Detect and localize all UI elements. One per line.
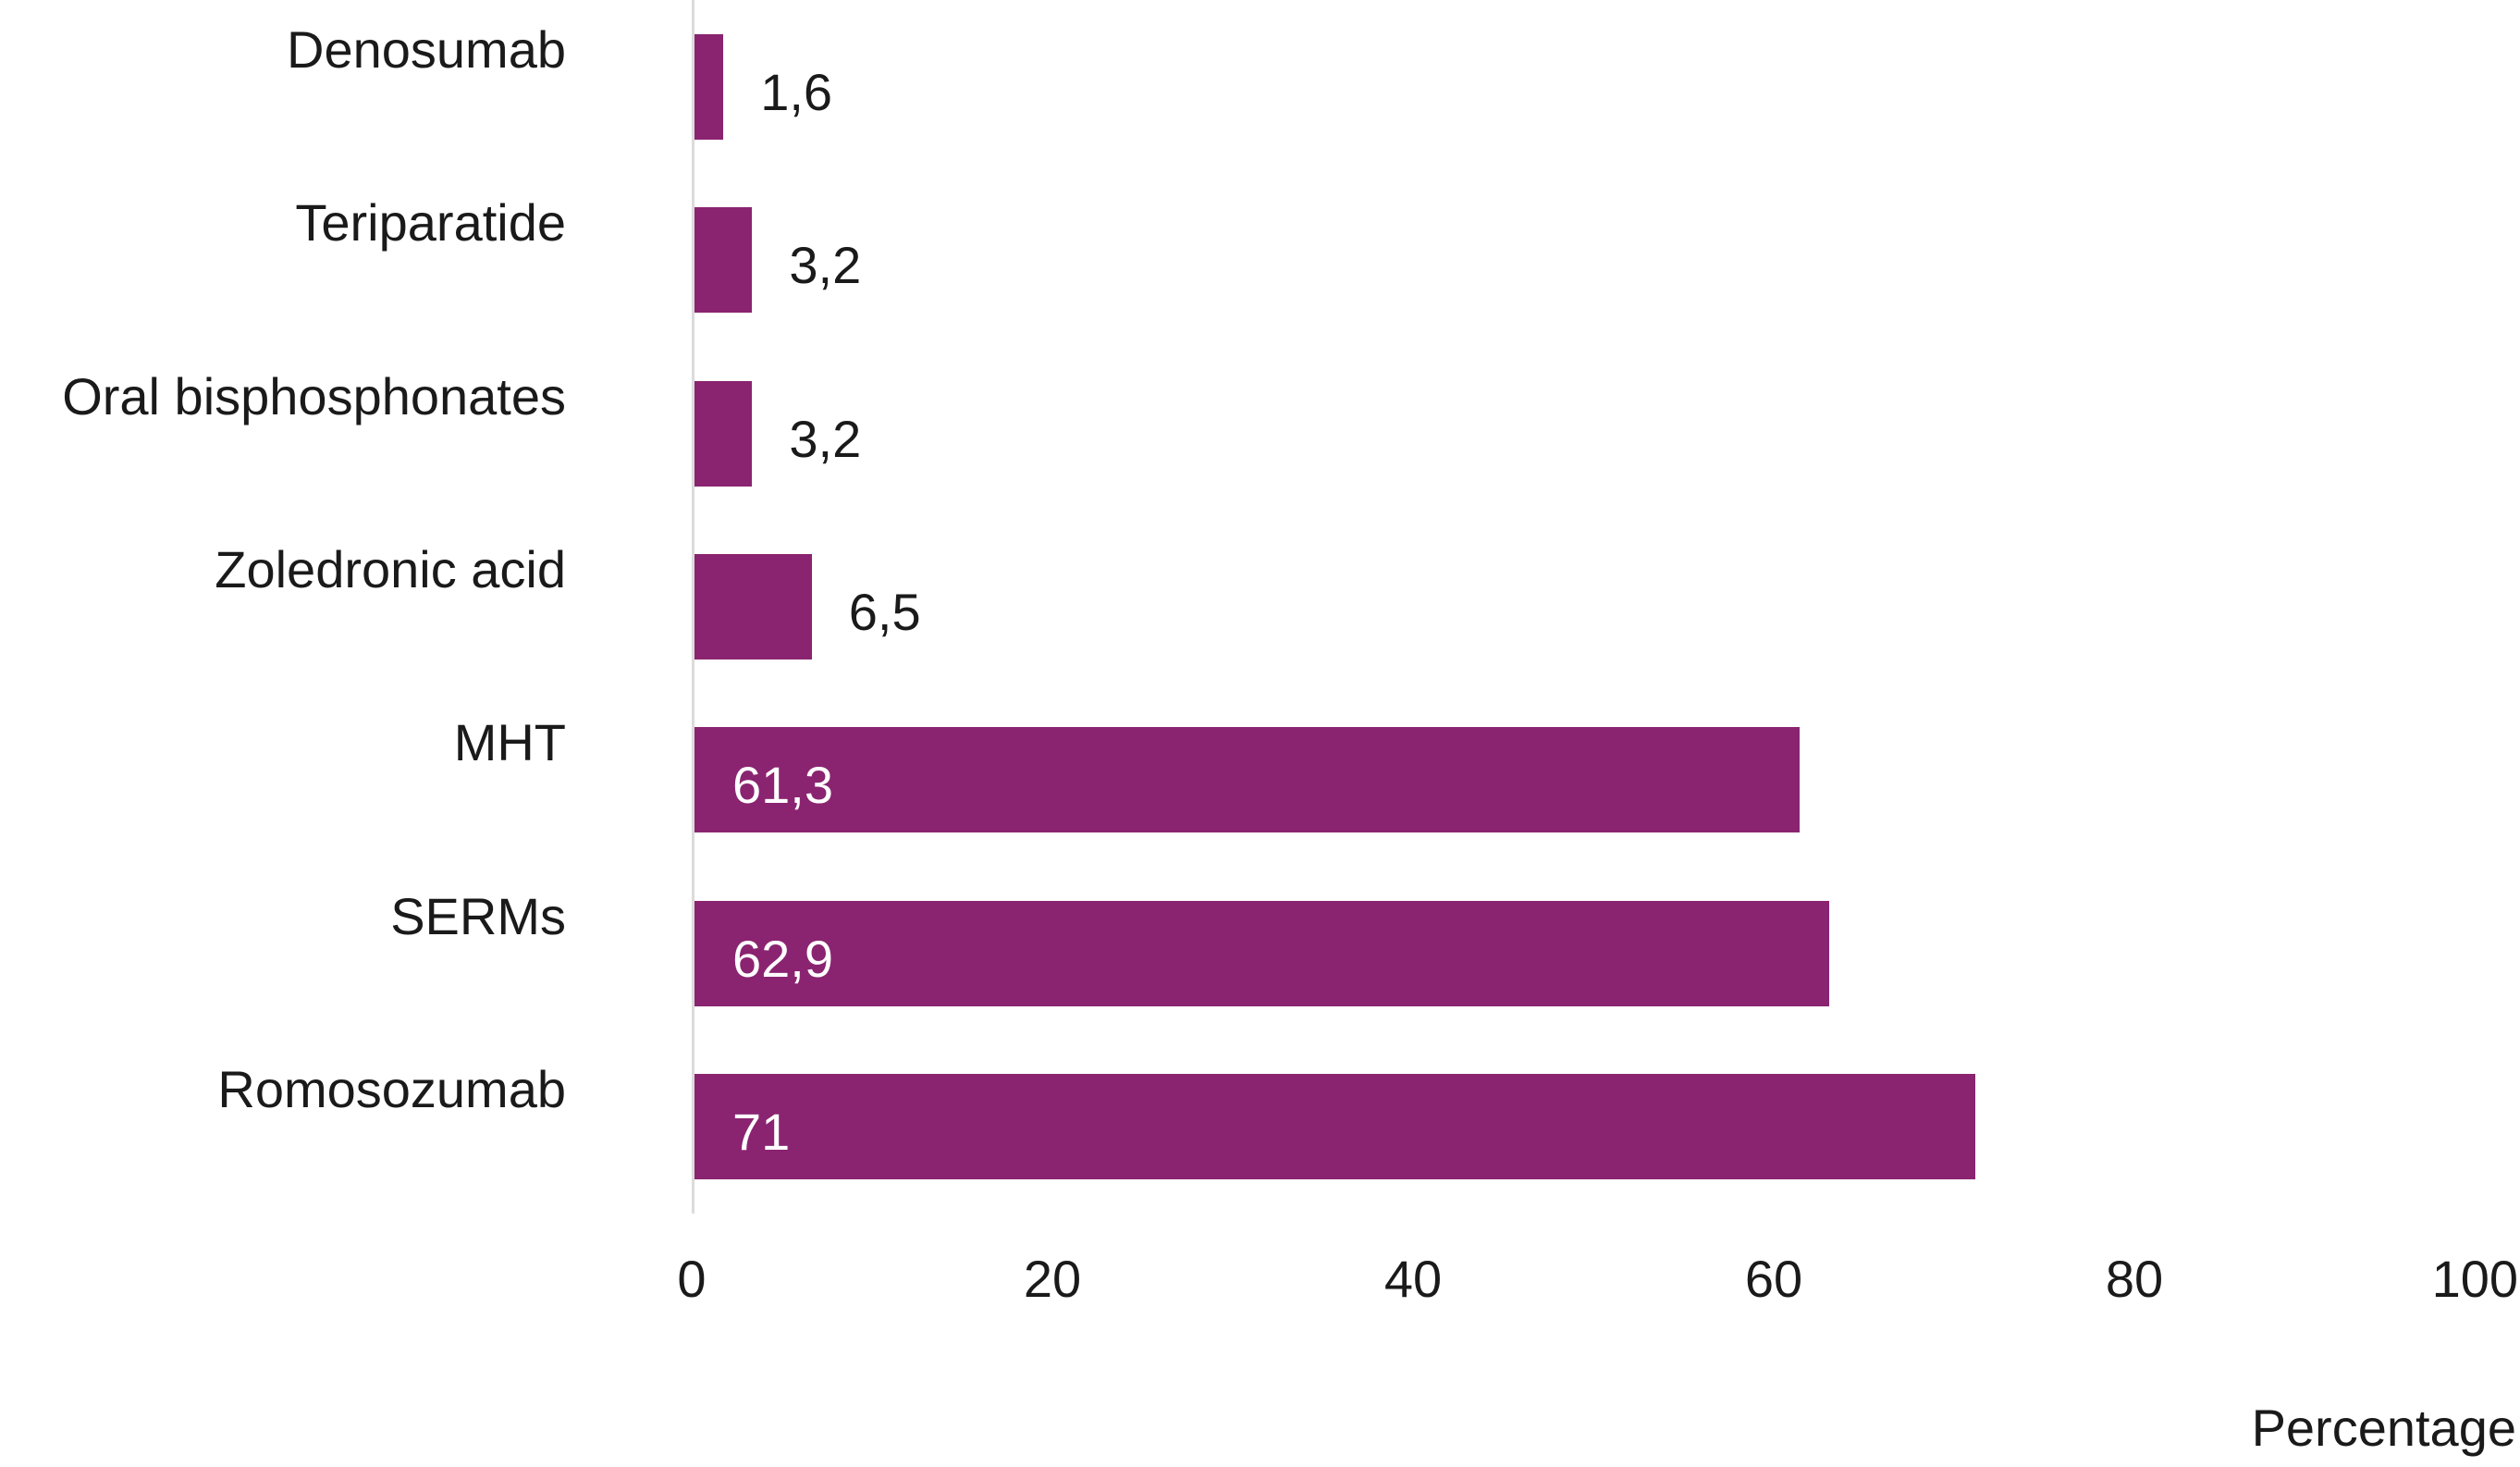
category-label: Oral bisphosphonates (62, 366, 566, 425)
x-tick-label: 40 (1383, 1250, 1443, 1308)
value-label: 61,3 (732, 756, 833, 815)
bar (695, 1074, 1975, 1180)
value-label: 1,6 (760, 62, 833, 121)
category-label: Teriparatide (295, 193, 566, 253)
value-label: 62,9 (732, 929, 833, 988)
x-tick-label: 0 (677, 1250, 707, 1308)
x-tick-label: 80 (2105, 1250, 2164, 1308)
bar (695, 727, 1801, 833)
bar (695, 900, 1829, 1006)
category-label: Denosumab (287, 19, 566, 79)
value-label: 71 (732, 1103, 791, 1162)
value-label: 6,5 (848, 582, 921, 641)
bar (695, 553, 812, 660)
category-label: Zoledronic acid (215, 539, 566, 598)
x-tick-label: 100 (2431, 1250, 2518, 1308)
value-label: 3,2 (789, 236, 862, 295)
bar (695, 380, 753, 487)
bar (695, 33, 724, 140)
category-label: SERMs (390, 886, 566, 945)
category-label: Romosozumab (217, 1060, 566, 1119)
bar (695, 207, 753, 314)
category-label: MHT (453, 713, 566, 772)
x-axis-title: Percentage (2251, 1399, 2516, 1457)
value-label: 3,2 (789, 409, 862, 468)
y-axis-baseline (692, 0, 695, 1214)
x-tick-label: 60 (1744, 1250, 1803, 1308)
x-tick-label: 20 (1023, 1250, 1082, 1308)
